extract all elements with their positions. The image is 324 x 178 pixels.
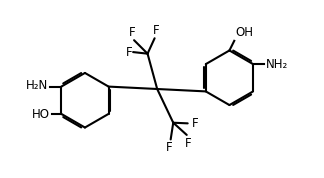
Text: F: F — [192, 117, 199, 130]
Text: F: F — [153, 24, 159, 37]
Text: HO: HO — [32, 108, 50, 121]
Text: NH₂: NH₂ — [266, 58, 288, 71]
Text: F: F — [126, 46, 132, 59]
Text: F: F — [166, 141, 173, 154]
Text: F: F — [129, 26, 136, 39]
Text: OH: OH — [235, 26, 253, 39]
Text: F: F — [185, 137, 191, 150]
Text: H₂N: H₂N — [26, 79, 49, 92]
